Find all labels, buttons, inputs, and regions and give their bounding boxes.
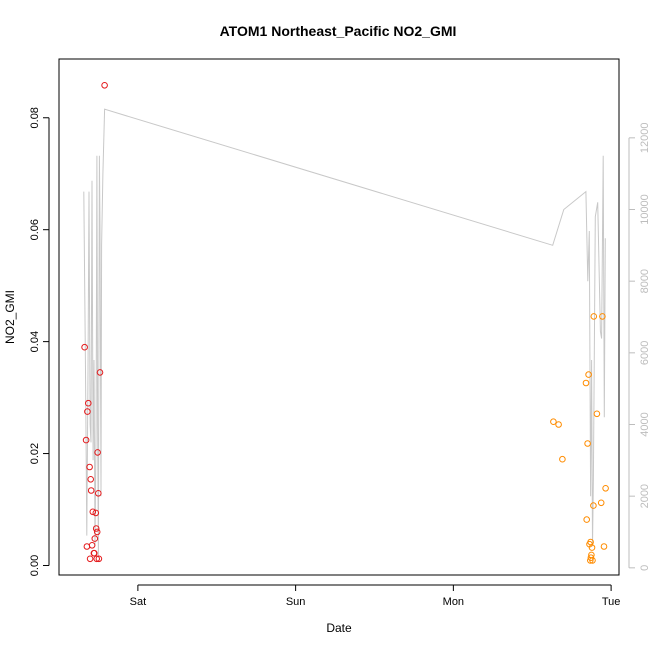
chart-title: ATOM1 Northeast_Pacific NO2_GMI [220, 23, 457, 39]
y-axis-label: NO2_GMI [3, 290, 17, 344]
data-point [91, 549, 98, 557]
data-point [88, 542, 96, 549]
data-point [584, 440, 591, 447]
data-point [600, 543, 608, 550]
y2-tick-label: 0 [639, 565, 650, 571]
data-point [89, 508, 97, 516]
y-axis-right: 0 2000 4000 6000 8000 10000 12000 [628, 123, 650, 571]
y2-tick-label: 8000 [639, 269, 650, 293]
y2-tick-label: 10000 [639, 194, 650, 225]
data-point [84, 408, 91, 415]
y-tick-label: 0.02 [29, 443, 41, 464]
data-point [81, 343, 88, 351]
data-point [94, 449, 101, 456]
data-point [85, 399, 92, 407]
data-point [93, 555, 100, 563]
data-point [585, 371, 592, 378]
data-point [589, 557, 596, 564]
y2-tick-label: 6000 [639, 341, 650, 365]
data-point [95, 555, 103, 563]
x-tick-label: Sun [286, 596, 306, 608]
data-point [550, 418, 557, 426]
data-point [602, 485, 609, 492]
data-point [82, 436, 90, 444]
data-point [588, 544, 596, 551]
data-point [86, 463, 93, 471]
data-point [92, 509, 100, 517]
y2-tick-label: 4000 [639, 412, 650, 436]
data-point [593, 410, 601, 418]
data-point [559, 455, 566, 463]
data-point [599, 313, 606, 320]
plot-frame [58, 58, 620, 576]
x-tick-label: Mon [443, 596, 464, 608]
data-point [87, 476, 94, 483]
data-point [83, 543, 91, 550]
data-point [590, 313, 598, 320]
y2-tick-label: 2000 [639, 484, 650, 508]
x-axis-label: Date [326, 621, 352, 635]
data-point [590, 502, 597, 509]
series-line [83, 108, 606, 558]
data-point [87, 487, 95, 494]
x-tick-label: Tue [602, 596, 621, 608]
data-point [101, 82, 108, 89]
y-axis-left: 0.00 0.02 0.04 0.06 0.08 [29, 107, 50, 576]
y-tick-label: 0.08 [29, 107, 41, 128]
y-tick-label: 0.06 [29, 219, 41, 240]
y-tick-label: 0.00 [29, 555, 41, 576]
data-point [555, 421, 562, 428]
data-point [93, 528, 101, 536]
data-point [583, 516, 591, 523]
data-point [582, 379, 590, 387]
data-point [95, 490, 102, 497]
data-point [86, 555, 94, 563]
y2-tick-label: 12000 [639, 123, 650, 154]
data-point [96, 369, 104, 376]
data-point [597, 499, 605, 507]
y-tick-label: 0.04 [29, 331, 41, 352]
x-axis: Sat Sun Mon Tue [130, 584, 621, 608]
data-point [92, 525, 100, 532]
series-layer [81, 82, 609, 564]
data-point [91, 535, 99, 542]
x-tick-label: Sat [130, 596, 147, 608]
